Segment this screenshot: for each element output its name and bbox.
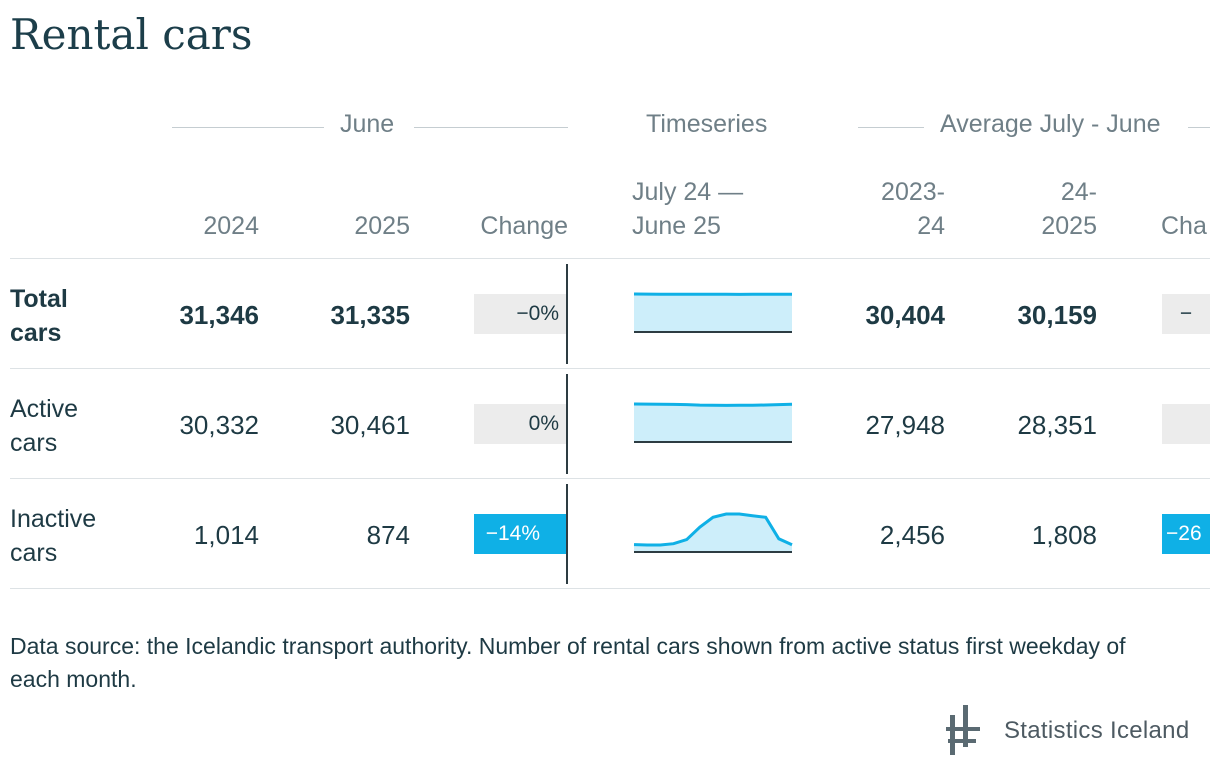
- col-avg-2023-24: 2023- 24: [840, 175, 945, 243]
- total-avg-2023-24: 30,404: [865, 300, 945, 330]
- change-zero-axis-2: [566, 374, 568, 474]
- row-separator-2: [10, 478, 1210, 479]
- total-avg-24-2025: 30,159: [1017, 300, 1097, 330]
- sparkline-line: [633, 402, 793, 407]
- average-group-rule-left: [858, 127, 924, 128]
- sparkline-area: [634, 294, 792, 332]
- change-zero-axis-3: [566, 484, 568, 584]
- change-zero-axis-1: [566, 264, 568, 364]
- sparkline-line: [633, 512, 793, 547]
- col-avg-24-2025-line1: 24-: [1060, 178, 1097, 206]
- active-june-2024: 30,332: [179, 410, 259, 440]
- inactive-avg-24-2025: 1,808: [1031, 520, 1097, 550]
- inactive-june-2024: 1,014: [193, 520, 259, 550]
- row-label-line2: cars: [10, 429, 58, 457]
- col-avg-24-2025-line2: 2025: [1041, 212, 1097, 240]
- inactive-june-2025: 874: [366, 520, 410, 550]
- june-group-rule-right: [414, 127, 568, 128]
- statistics-iceland-logo: Statistics Iceland: [946, 705, 1189, 757]
- june-group-rule-left: [172, 127, 324, 128]
- total-change-label: −0%: [516, 302, 559, 325]
- active-change-bg: [474, 404, 567, 444]
- row-separator-3: [10, 588, 1210, 589]
- inactive-avg-change-bar: [1162, 514, 1210, 554]
- statistics-iceland-logo-icon: [946, 705, 980, 755]
- total-avg-change-bg: [1162, 294, 1210, 334]
- total-sparkline: [633, 292, 792, 333]
- inactive-avg-change-label: −26: [1166, 522, 1202, 545]
- col-2025: 2025: [354, 212, 410, 240]
- total-avg-change-label: −: [1179, 302, 1193, 325]
- total-june-2024: 31,346: [179, 300, 259, 330]
- col-avg-24-2025: 24- 2025: [990, 175, 1097, 243]
- row-label-line2: cars: [10, 319, 62, 347]
- active-avg-24-2025: 28,351: [1017, 410, 1097, 440]
- header-separator: [10, 258, 1210, 259]
- col-timeseries: July 24 — June 25: [632, 175, 743, 243]
- timeseries-group-label: Timeseries: [646, 110, 768, 138]
- total-change-bg: [474, 294, 567, 334]
- row-label-line1: Inactive: [10, 505, 97, 533]
- active-avg-2023-24: 27,948: [865, 410, 945, 440]
- inactive-change-bar: [474, 514, 567, 554]
- page-title: Rental cars: [10, 10, 253, 59]
- logo-text: Statistics Iceland: [1004, 717, 1190, 744]
- col-2024: 2024: [203, 212, 259, 240]
- active-avg-change-bg: [1162, 404, 1210, 444]
- june-group-label: June: [340, 110, 395, 138]
- row-label-line1: Active: [10, 395, 79, 423]
- average-group-rule-right: [1188, 127, 1210, 128]
- active-june-2025: 30,461: [330, 410, 410, 440]
- sparkline-area: [634, 404, 792, 442]
- col-timeseries-line1: July 24 —: [632, 178, 744, 206]
- row-label-inactive-cars: Inactive cars: [10, 502, 96, 570]
- col-avg-2023-24-line2: 24: [917, 212, 945, 240]
- sparkline-area: [634, 514, 792, 552]
- row-label-total-cars: Total cars: [10, 282, 68, 350]
- col-avg-2023-24-line1: 2023-: [881, 178, 945, 206]
- col-change: Change: [480, 212, 568, 240]
- active-change-label: 0%: [528, 412, 559, 435]
- col-avg-change: Cha: [1161, 212, 1207, 240]
- footnote: Data source: the Icelandic transport aut…: [10, 633, 1126, 692]
- row-separator-1: [10, 368, 1210, 369]
- total-june-2025: 31,335: [330, 300, 410, 330]
- inactive-change-label: −14%: [485, 522, 540, 545]
- active-sparkline: [633, 402, 793, 443]
- inactive-sparkline: [633, 512, 793, 553]
- row-label-line2: cars: [10, 539, 58, 567]
- average-group-label: Average July - June: [940, 110, 1161, 138]
- row-label-active-cars: Active cars: [10, 392, 78, 460]
- row-label-line1: Total: [10, 285, 68, 313]
- col-timeseries-line2: June 25: [632, 212, 721, 240]
- inactive-avg-2023-24: 2,456: [879, 520, 945, 550]
